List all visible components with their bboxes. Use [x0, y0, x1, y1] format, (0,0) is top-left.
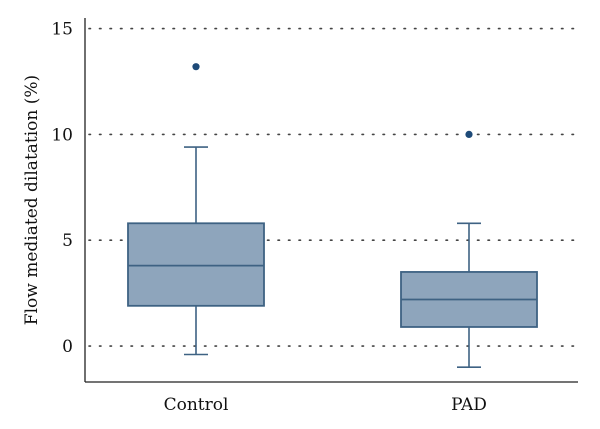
- tick-labels: 0 5 10 15 Control PAD: [51, 20, 487, 415]
- outlier-point: [192, 63, 200, 71]
- box-group-pad: [400, 130, 538, 368]
- iqr-box: [127, 222, 265, 307]
- box-group-control: [127, 63, 265, 356]
- y-axis-title: Flow mediated dilatation (%): [22, 75, 42, 325]
- boxes: [127, 63, 538, 368]
- y-tick-label: 10: [51, 125, 73, 145]
- axes: [84, 18, 578, 383]
- y-tick-label: 0: [62, 337, 73, 357]
- outlier-point: [465, 130, 473, 138]
- y-tick-label: 5: [62, 231, 73, 251]
- x-tick-label: PAD: [451, 395, 487, 415]
- y-tick-label: 15: [51, 20, 73, 40]
- x-tick-label: Control: [164, 395, 229, 415]
